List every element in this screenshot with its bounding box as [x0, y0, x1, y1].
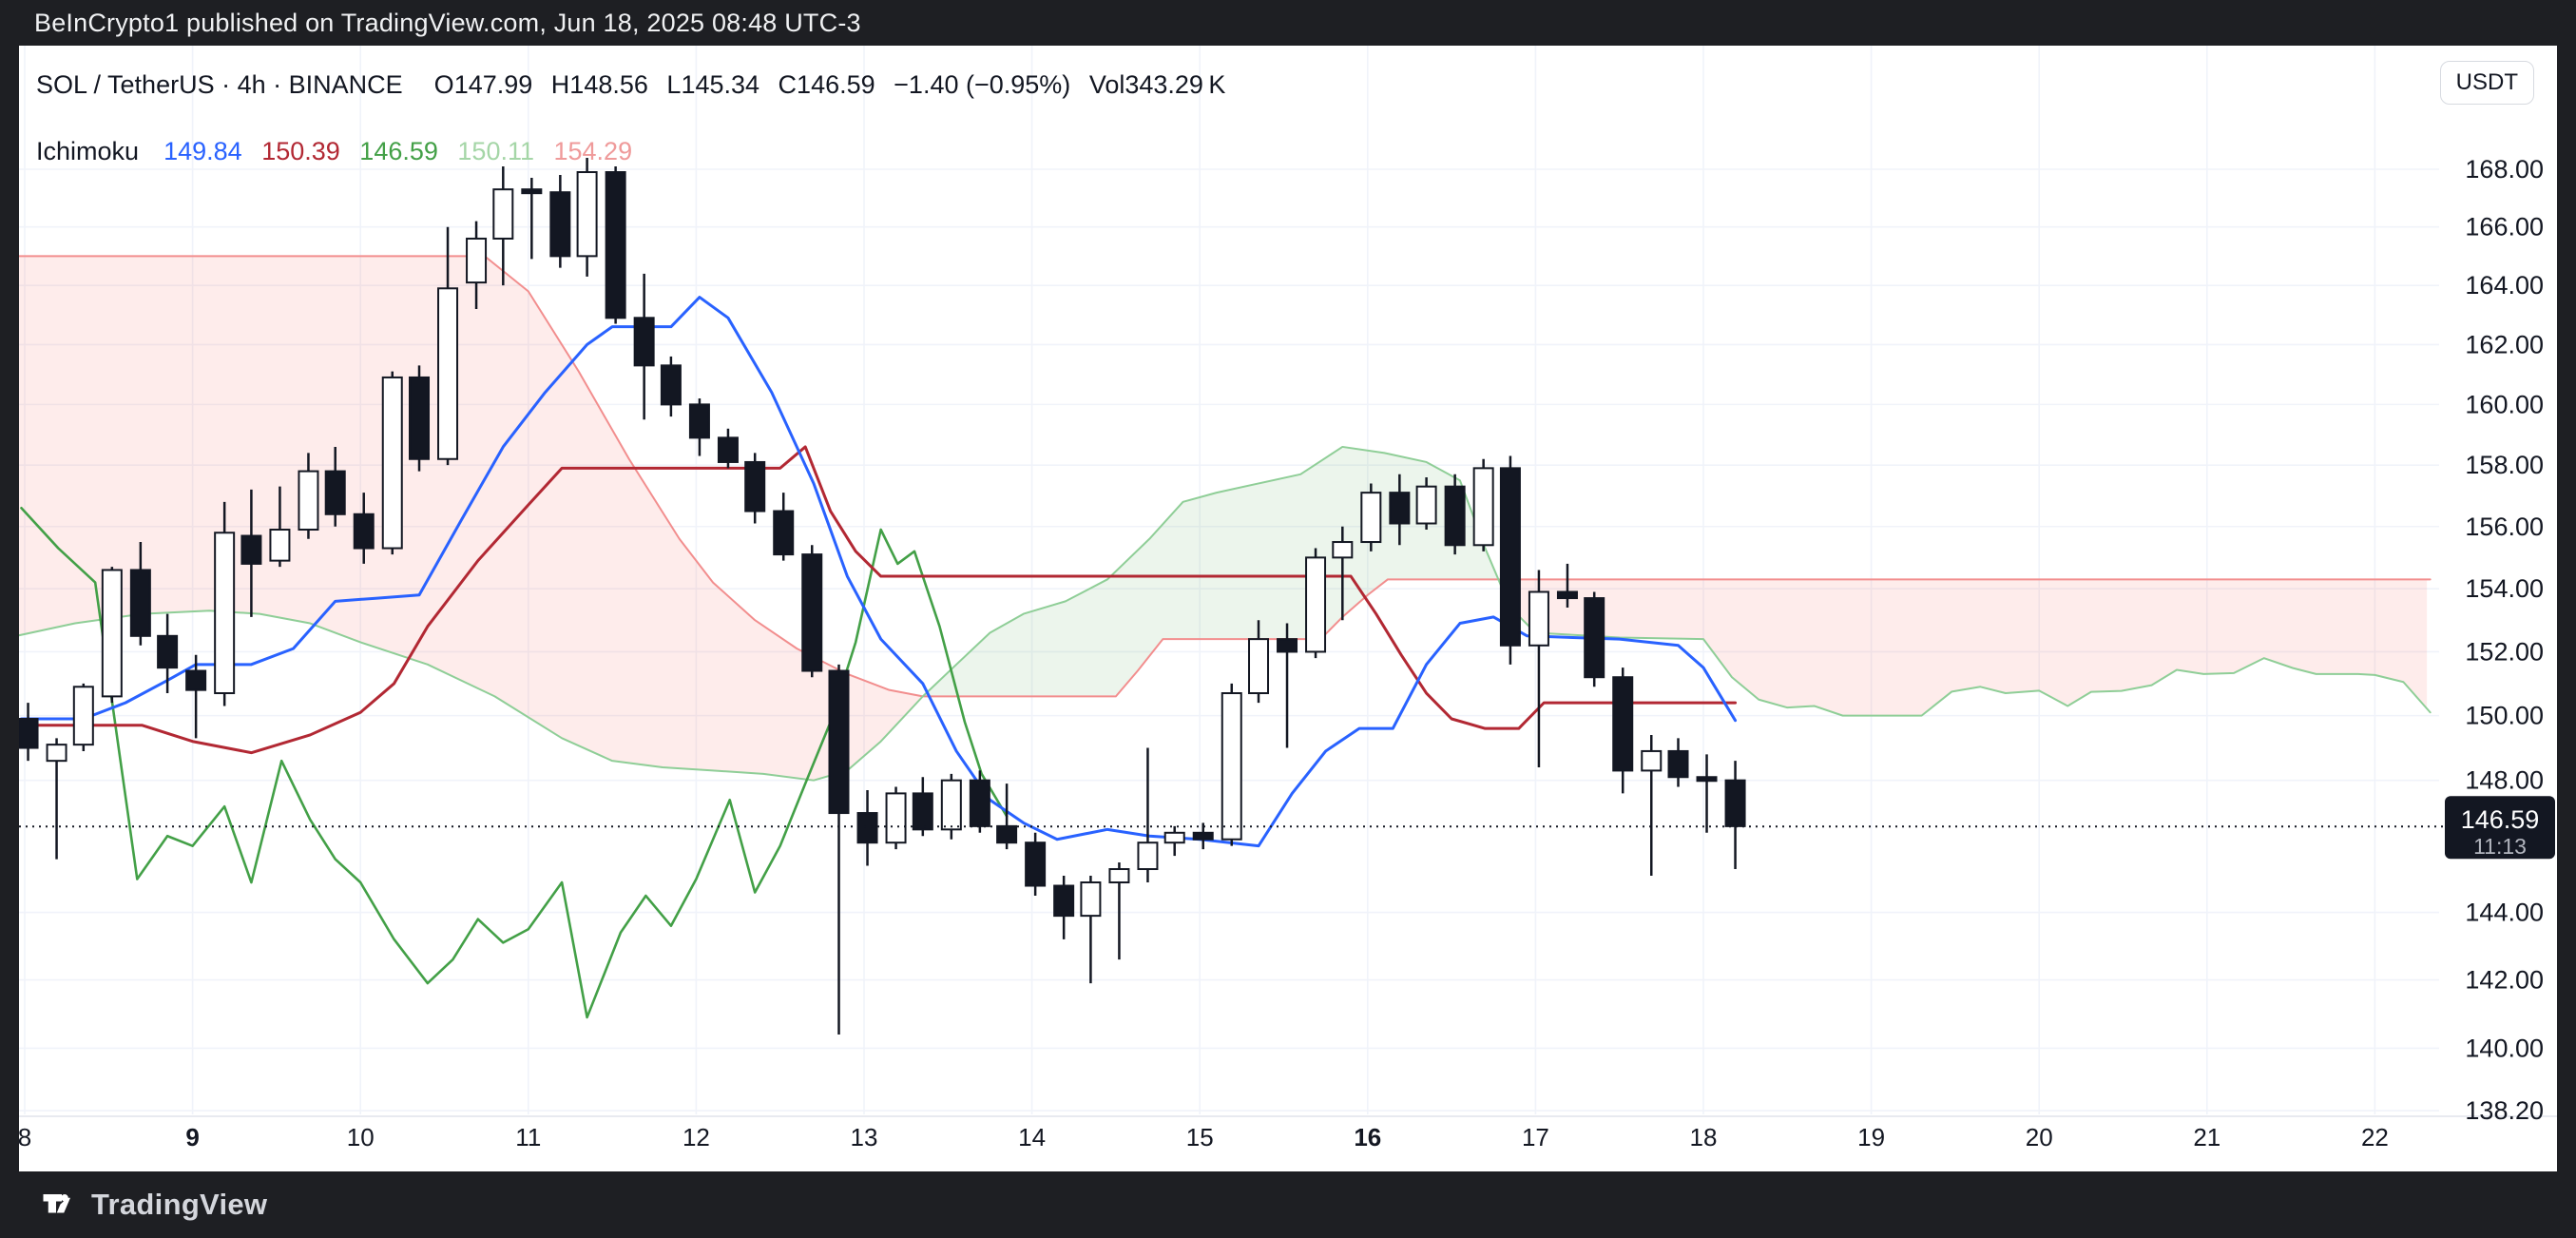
- symbol-title[interactable]: SOL / TetherUS · 4h · BINANCE: [36, 70, 403, 99]
- svg-text:10: 10: [347, 1123, 375, 1151]
- svg-text:150.00: 150.00: [2465, 702, 2544, 730]
- indicator-value-kijun: 150.39: [261, 137, 340, 165]
- svg-text:152.00: 152.00: [2465, 637, 2544, 666]
- svg-text:142.00: 142.00: [2465, 966, 2544, 995]
- svg-text:16: 16: [1354, 1123, 1381, 1151]
- tradingview-logo[interactable]: [36, 1183, 76, 1228]
- attribution-text: BeInCrypto1 published on TradingView.com…: [34, 8, 861, 37]
- svg-text:140.00: 140.00: [2465, 1034, 2544, 1062]
- chart-pane: 168.00 166.00 164.00 162.00 160.00 158.00 156.…: [19, 46, 2557, 1171]
- indicator-row: Ichimoku 149.84 150.39 146.59 150.11 154…: [36, 137, 644, 166]
- svg-text:146.59: 146.59: [2461, 805, 2540, 834]
- svg-text:144.00: 144.00: [2465, 899, 2544, 927]
- svg-text:18: 18: [1690, 1123, 1718, 1151]
- svg-text:20: 20: [2026, 1123, 2053, 1151]
- ohlc-low: L145.34: [666, 70, 760, 99]
- svg-text:21: 21: [2193, 1123, 2220, 1151]
- svg-text:168.00: 168.00: [2465, 155, 2544, 184]
- chart-canvas[interactable]: 168.00 166.00 164.00 162.00 160.00 158.00 156.…: [19, 46, 2557, 1171]
- svg-text:17: 17: [1522, 1123, 1549, 1151]
- footer-bar: TradingView: [0, 1171, 2576, 1238]
- svg-text:9: 9: [185, 1123, 199, 1151]
- svg-text:22: 22: [2361, 1123, 2389, 1151]
- svg-text:158.00: 158.00: [2465, 451, 2544, 479]
- volume-label: Vol: [1088, 70, 1125, 99]
- svg-text:162.00: 162.00: [2465, 330, 2544, 358]
- svg-text:148.00: 148.00: [2465, 766, 2544, 795]
- indicator-value-senkoua: 150.11: [457, 137, 534, 165]
- svg-text:156.00: 156.00: [2465, 513, 2544, 541]
- svg-text:154.00: 154.00: [2465, 574, 2544, 603]
- currency-toggle-button[interactable]: USDT: [2439, 61, 2534, 105]
- svg-text:11:13: 11:13: [2473, 834, 2527, 859]
- svg-text:8: 8: [19, 1123, 31, 1151]
- ohlc-close: C146.59: [778, 70, 875, 99]
- svg-text:14: 14: [1018, 1123, 1046, 1151]
- ohlc-open: O147.99: [433, 70, 533, 99]
- indicator-value-tenkan: 149.84: [163, 137, 242, 165]
- svg-text:19: 19: [1857, 1123, 1885, 1151]
- svg-text:12: 12: [682, 1123, 710, 1151]
- change-value: −1.40 (−0.95%): [894, 70, 1071, 99]
- indicator-name[interactable]: Ichimoku: [36, 137, 140, 165]
- volume-value: 343.29 K: [1125, 70, 1226, 99]
- attribution-bar: BeInCrypto1 published on TradingView.com…: [0, 0, 2576, 46]
- svg-text:164.00: 164.00: [2465, 271, 2544, 300]
- symbol-header: SOL / TetherUS · 4h · BINANCE O147.99 H1…: [36, 70, 1225, 100]
- svg-text:13: 13: [851, 1123, 878, 1151]
- svg-text:15: 15: [1186, 1123, 1214, 1151]
- ohlc-high: H148.56: [550, 70, 648, 99]
- tradingview-wordmark[interactable]: TradingView: [91, 1188, 268, 1221]
- indicator-value-senkoub: 154.29: [553, 137, 633, 165]
- svg-text:166.00: 166.00: [2465, 213, 2544, 242]
- svg-text:11: 11: [515, 1123, 541, 1151]
- last-price-badge: [2445, 796, 2555, 860]
- indicator-value-chikou: 146.59: [359, 137, 438, 165]
- svg-text:138.20: 138.20: [2465, 1096, 2544, 1125]
- svg-text:160.00: 160.00: [2465, 390, 2544, 418]
